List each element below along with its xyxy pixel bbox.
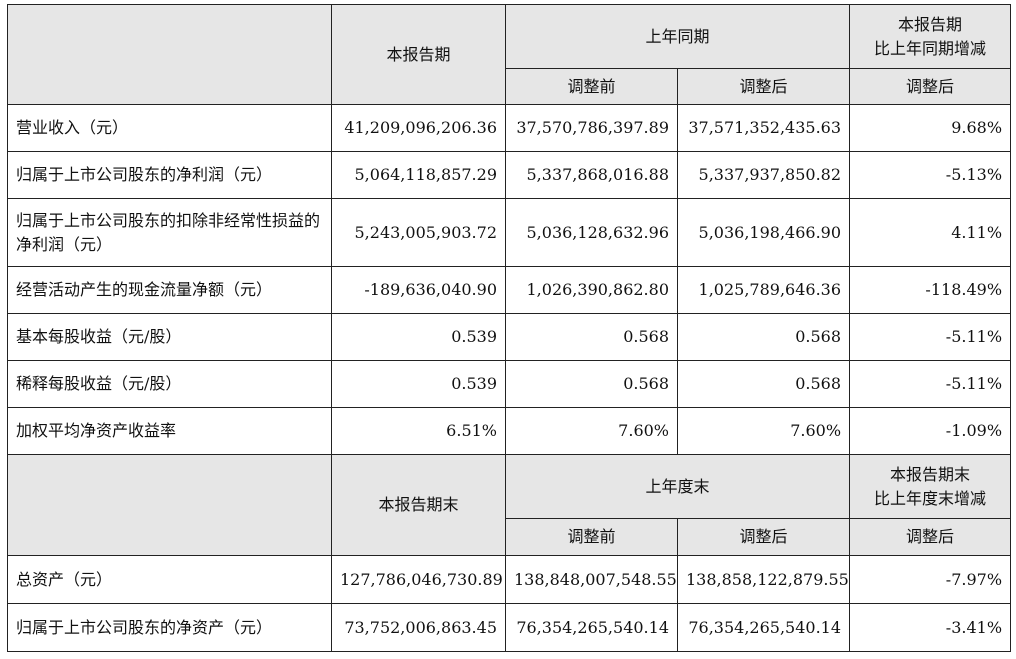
- table-row: 基本每股收益（元/股） 0.539 0.568 0.568 -5.11%: [7, 313, 1012, 361]
- change-value: 9.68%: [849, 104, 1012, 152]
- table-row: 营业收入（元） 41,209,096,206.36 37,570,786,397…: [7, 104, 1012, 152]
- change-value: -1.09%: [849, 407, 1012, 455]
- change-value: -5.13%: [849, 151, 1012, 199]
- row-label: 稀释每股收益（元/股）: [7, 360, 332, 408]
- header-after-adjustment: 调整后: [676, 68, 851, 105]
- change-value: -5.11%: [849, 360, 1012, 408]
- section1-header-row-2: 调整前 调整后 调整后: [8, 68, 1012, 105]
- header-prior-period: 上年同期: [504, 4, 851, 69]
- current-value: 6.51%: [331, 407, 506, 455]
- before-adjustment-value: 7.60%: [505, 407, 678, 455]
- header-blank-cell: [7, 454, 332, 556]
- header-change: 本报告期末 比上年度末增减: [849, 454, 1012, 519]
- after-adjustment-value: 0.568: [676, 313, 851, 361]
- before-adjustment-value: 5,036,128,632.96: [505, 198, 678, 267]
- current-value: 41,209,096,206.36: [331, 104, 506, 152]
- row-label: 加权平均净资产收益率: [7, 407, 332, 455]
- header-period-end: 本报告期末: [331, 454, 506, 556]
- after-adjustment-value: 76,354,265,540.14: [676, 603, 851, 652]
- after-adjustment-value: 37,571,352,435.63: [676, 104, 851, 152]
- change-value: -3.41%: [849, 603, 1012, 652]
- current-value: 5,243,005,903.72: [331, 198, 506, 267]
- before-adjustment-value: 37,570,786,397.89: [505, 104, 678, 152]
- change-value: 4.11%: [849, 198, 1012, 267]
- change-value: -118.49%: [849, 266, 1012, 314]
- row-label: 营业收入（元）: [7, 104, 332, 152]
- section1-header-row-1: 本报告期 上年同期 本报告期 比上年同期增减: [7, 4, 1012, 105]
- current-value: -189,636,040.90: [331, 266, 506, 314]
- current-value: 73,752,006,863.45: [331, 603, 506, 652]
- table-row: 归属于上市公司股东的净资产（元） 73,752,006,863.45 76,35…: [7, 603, 1012, 652]
- header-before-adjustment: 调整前: [505, 68, 678, 105]
- after-adjustment-value: 5,337,937,850.82: [676, 151, 851, 199]
- change-value: -5.11%: [849, 313, 1012, 361]
- row-label: 总资产（元）: [7, 555, 332, 604]
- table-row: 加权平均净资产收益率 6.51% 7.60% 7.60% -1.09%: [7, 407, 1012, 455]
- header-change-after-adjustment: 调整后: [849, 518, 1012, 556]
- after-adjustment-value: 138,858,122,879.55: [676, 555, 851, 604]
- before-adjustment-value: 138,848,007,548.55: [505, 555, 678, 604]
- after-adjustment-value: 5,036,198,466.90: [676, 198, 851, 267]
- header-prior-year-end: 上年度末: [504, 454, 851, 519]
- current-value: 0.539: [331, 313, 506, 361]
- before-adjustment-value: 0.568: [505, 313, 678, 361]
- before-adjustment-value: 76,354,265,540.14: [505, 603, 678, 652]
- row-label: 基本每股收益（元/股）: [7, 313, 332, 361]
- header-blank-cell: [7, 4, 332, 105]
- financial-summary-table: 本报告期 上年同期 本报告期 比上年同期增减 调整前 调整后 调整后 营业收入（…: [7, 4, 1012, 652]
- header-change-after-adjustment: 调整后: [849, 68, 1012, 105]
- before-adjustment-value: 0.568: [505, 360, 678, 408]
- row-label: 归属于上市公司股东的扣除非经常性损益的净利润（元）: [7, 198, 332, 267]
- section2-header-row-1: 本报告期末 上年度末 本报告期末 比上年度末增减: [7, 454, 1012, 556]
- after-adjustment-value: 7.60%: [676, 407, 851, 455]
- table-row: 总资产（元） 127,786,046,730.89 138,848,007,54…: [7, 555, 1012, 604]
- after-adjustment-value: 1,025,789,646.36: [676, 266, 851, 314]
- row-label: 经营活动产生的现金流量净额（元）: [7, 266, 332, 314]
- table-row: 归属于上市公司股东的净利润（元） 5,064,118,857.29 5,337,…: [7, 151, 1012, 199]
- header-current-period: 本报告期: [331, 4, 506, 105]
- table-row: 稀释每股收益（元/股） 0.539 0.568 0.568 -5.11%: [7, 360, 1012, 408]
- before-adjustment-value: 5,337,868,016.88: [505, 151, 678, 199]
- row-label: 归属于上市公司股东的净利润（元）: [7, 151, 332, 199]
- section2-header-row-2: 调整前 调整后 调整后: [8, 518, 1012, 556]
- header-before-adjustment: 调整前: [505, 518, 678, 556]
- current-value: 0.539: [331, 360, 506, 408]
- current-value: 127,786,046,730.89: [331, 555, 506, 604]
- before-adjustment-value: 1,026,390,862.80: [505, 266, 678, 314]
- header-change: 本报告期 比上年同期增减: [849, 4, 1012, 69]
- header-after-adjustment: 调整后: [676, 518, 851, 556]
- row-label: 归属于上市公司股东的净资产（元）: [7, 603, 332, 652]
- after-adjustment-value: 0.568: [676, 360, 851, 408]
- table-row: 归属于上市公司股东的扣除非经常性损益的净利润（元） 5,243,005,903.…: [7, 198, 1012, 267]
- change-value: -7.97%: [849, 555, 1012, 604]
- current-value: 5,064,118,857.29: [331, 151, 506, 199]
- table-row: 经营活动产生的现金流量净额（元） -189,636,040.90 1,026,3…: [7, 266, 1012, 314]
